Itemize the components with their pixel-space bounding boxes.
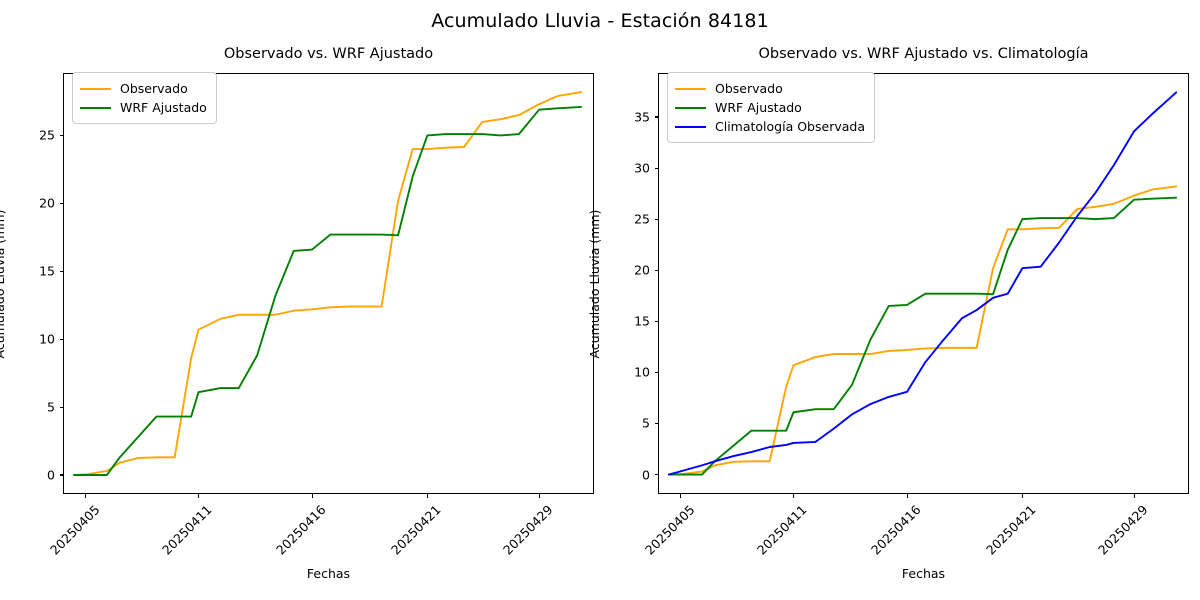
y-axis-label-right: Acumulado Lluvia (mm) [587, 209, 602, 358]
series-line [668, 185, 1178, 476]
series-line [73, 91, 583, 476]
legend-line-swatch-icon [80, 106, 111, 109]
y-tick-label: 15 [634, 313, 650, 329]
figure-title: Acumulado Lluvia - Estación 84181 [431, 10, 769, 32]
y-tick-label: 10 [39, 331, 55, 347]
y-tick-mark [654, 474, 658, 476]
legend-item[interactable]: WRF Ajustado [675, 98, 865, 117]
y-tick-label: 5 [642, 415, 650, 431]
x-tick-mark [197, 494, 200, 498]
legend-line-swatch-icon [80, 87, 111, 90]
x-tick-mark [426, 494, 428, 498]
x-tick-mark [680, 494, 682, 498]
x-tick-label: 20250429 [1095, 502, 1151, 558]
plot-lines-right [668, 91, 1178, 476]
plot-frame-right [658, 73, 1189, 494]
legend-item[interactable]: Observado [675, 79, 865, 98]
legend-left: Observado WRF Ajustado [72, 72, 217, 124]
x-tick-label: 20250416 [273, 502, 329, 558]
legend-item-label: Observado [715, 81, 783, 96]
y-tick-mark [59, 474, 63, 476]
x-tick-mark [1021, 494, 1023, 498]
y-tick-mark [654, 218, 658, 220]
y-tick-mark [654, 269, 658, 271]
y-tick-label: 25 [39, 127, 55, 143]
y-tick-mark [59, 338, 63, 340]
x-tick-mark [311, 494, 313, 498]
y-tick-label: 20 [39, 195, 55, 211]
x-tick-label: 20250429 [500, 502, 556, 558]
x-axis-label-left: Fechas [306, 566, 351, 581]
x-tick-label: 20250405 [46, 502, 103, 558]
subplot-title-left: Observado vs. WRF Ajustado [223, 46, 434, 62]
y-tick-mark [654, 371, 658, 373]
y-tick-mark [654, 116, 658, 118]
chart-panel-right: Observado vs. WRF Ajustado vs. Climatolo… [658, 46, 1189, 494]
y-tick-mark [654, 320, 658, 322]
y-tick-mark [59, 134, 63, 137]
y-tick-mark [59, 270, 63, 272]
y-tick-label: 20 [634, 262, 650, 278]
y-tick-label: 5 [47, 399, 55, 415]
x-tick-label: 20250421 [983, 502, 1039, 558]
legend-right: Observado WRF Ajustado Climatología Observ… [667, 72, 875, 143]
y-tick-mark [59, 202, 63, 204]
x-tick-label: 20250411 [159, 502, 216, 558]
plot-lines-left [73, 91, 583, 476]
legend-item-label: Observado [120, 81, 188, 96]
x-tick-label: 20250411 [754, 502, 811, 558]
x-tick-label: 20250416 [868, 502, 924, 558]
x-tick-mark [792, 494, 795, 498]
y-tick-label: 30 [634, 160, 650, 176]
y-tick-mark [654, 422, 658, 425]
y-tick-label: 0 [47, 467, 55, 483]
legend-line-swatch-icon [675, 106, 706, 109]
plot-frame-left [63, 73, 594, 494]
x-tick-mark [906, 494, 908, 498]
x-tick-label: 20250405 [641, 502, 698, 558]
y-tick-label: 0 [642, 467, 650, 483]
y-tick-mark [654, 167, 658, 169]
y-tick-label: 15 [39, 263, 55, 279]
y-axis-label-left: Acumulado Lluvia (mm) [0, 209, 7, 358]
subplot-title-right: Observado vs. WRF Ajustado vs. Climatolo… [758, 46, 1089, 62]
legend-line-swatch-icon [675, 125, 706, 128]
legend-item-label: WRF Ajustado [120, 100, 207, 115]
x-axis-label-right: Fechas [901, 566, 946, 581]
chart-panel-left: Observado vs. WRF Ajustado [63, 46, 594, 494]
legend-item[interactable]: Observado [80, 79, 207, 98]
legend-item[interactable]: Climatología Observada [675, 117, 865, 136]
x-tick-mark [538, 494, 540, 498]
y-tick-label: 25 [634, 211, 650, 227]
x-tick-mark [85, 494, 87, 498]
legend-item-label: WRF Ajustado [715, 100, 802, 115]
legend-item-label: Climatología Observada [715, 119, 865, 134]
y-tick-label: 10 [634, 364, 650, 380]
series-line [668, 196, 1178, 476]
y-tick-label: 35 [634, 109, 650, 125]
x-tick-mark [1133, 494, 1135, 498]
legend-line-swatch-icon [675, 87, 706, 90]
series-line [668, 91, 1178, 476]
legend-item[interactable]: WRF Ajustado [80, 98, 207, 117]
y-tick-mark [59, 406, 63, 408]
x-tick-label: 20250421 [388, 502, 444, 558]
series-line [73, 106, 583, 476]
